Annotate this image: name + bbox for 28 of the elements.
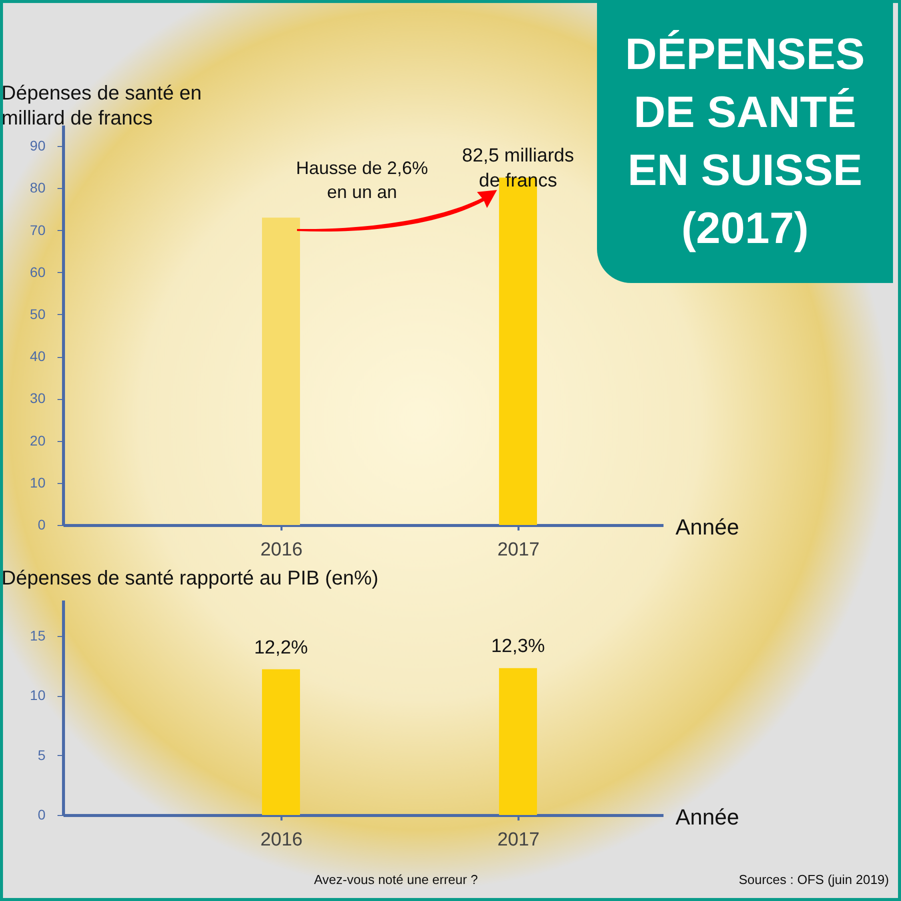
source-note: Sources : OFS (juin 2019)	[738, 872, 889, 887]
text: Avez-vous noté une erreur ?	[314, 872, 478, 887]
x-tick-label: 2017	[497, 540, 540, 560]
data-label: 12,2%	[254, 637, 308, 658]
x-tick-label: 2016	[260, 830, 303, 850]
y-tick-label: 20	[30, 432, 46, 448]
chart-title: DÉPENSES DE SANTÉ EN SUISSE (2017)	[597, 0, 893, 283]
y-tick-label: 80	[30, 180, 46, 196]
x-tick-label: 2016	[260, 540, 303, 560]
annotation: Hausse de 2,6% en un an	[294, 157, 430, 204]
y-tick-label: 70	[30, 222, 46, 238]
y-tick-label: 10	[30, 687, 46, 704]
y-tick-label: 15	[30, 627, 46, 644]
x-axis-title: Année	[676, 514, 740, 540]
data-label: 12,3%	[491, 636, 546, 658]
y-tick-label: 90	[30, 138, 46, 154]
y-tick-label: 30	[30, 390, 46, 406]
y-tick-label: 0	[38, 516, 46, 532]
y-tick-label: 10	[30, 474, 46, 490]
y-axis-title: Dépenses de santé rapporté au PIB (en%)	[2, 568, 378, 590]
y-tick-label: 50	[30, 306, 46, 322]
x-tick-label: 2017	[497, 830, 540, 850]
y-tick-label: 40	[30, 348, 46, 364]
y-tick-label: 0	[38, 806, 46, 822]
y-axis-title: Dépenses de santé en milliard de francs	[2, 82, 202, 130]
x-axis-title: Année	[676, 804, 740, 830]
y-tick-label: 5	[38, 746, 46, 763]
y-tick-label: 60	[30, 264, 46, 280]
